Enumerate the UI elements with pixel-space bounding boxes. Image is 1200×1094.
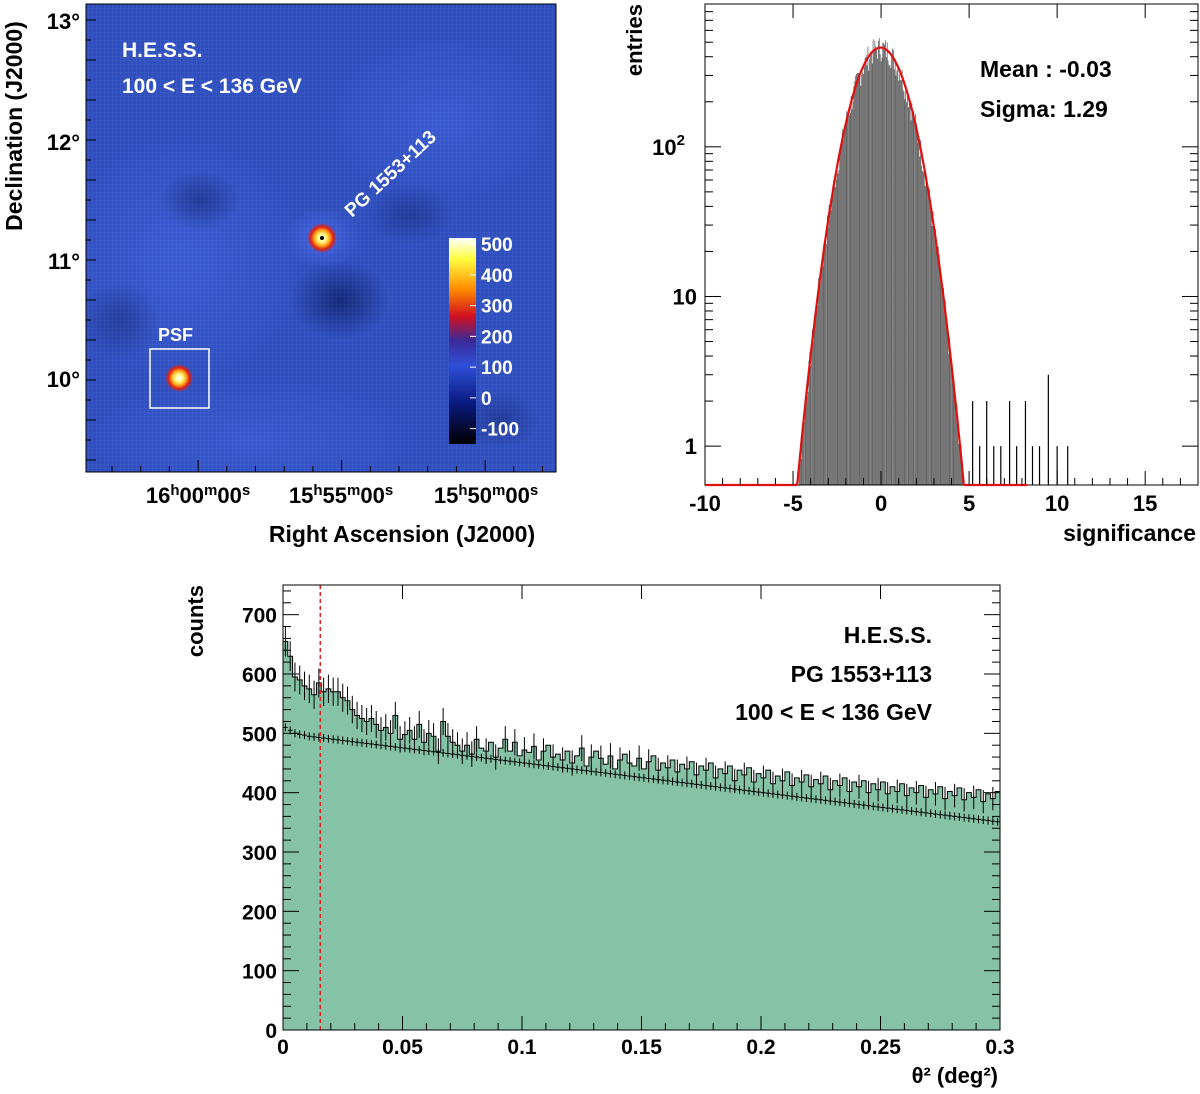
theta2-y-tick-label: 500 <box>242 723 277 746</box>
ra-value: 00 <box>360 483 384 508</box>
theta2-x-tick-label: 0.25 <box>860 1036 901 1059</box>
ra-value: 16 <box>146 483 170 508</box>
ra-unit-superscript: h <box>170 482 179 499</box>
theta2-axes: 0 0.05 0.1 0.15 0.2 0.25 0.3 0 100 200 300 400 500 60… <box>242 585 1015 1059</box>
significance-x-tick-label: 0 <box>875 491 887 516</box>
significance-x-tick-label: 10 <box>1045 491 1069 516</box>
psf-box <box>149 348 210 409</box>
significance-y-tick-label: 10 <box>673 284 697 309</box>
significance-x-tick-label: 15 <box>1133 491 1157 516</box>
ra-value: 55 <box>323 483 347 508</box>
skymap-frame <box>85 3 557 473</box>
colorbar-tick-label: 100 <box>481 358 513 379</box>
significance-x-axis-label: significance <box>1063 520 1196 546</box>
skymap-y-tick-label: 12° <box>47 130 80 155</box>
skymap-x-tick-label: 16h00m00s <box>146 482 250 508</box>
colorbar-tick-label: 200 <box>481 327 513 348</box>
ra-unit-superscript: s <box>530 482 538 499</box>
tick-exponent: 2 <box>677 132 685 149</box>
colorbar-tick-label: 400 <box>481 266 513 287</box>
ra-value: 50 <box>468 483 492 508</box>
significance-fit <box>705 46 1028 487</box>
theta2-x-tick-label: 0.3 <box>985 1036 1014 1059</box>
significance-gaussian-fit <box>705 46 1028 487</box>
ra-unit-superscript: m <box>347 482 360 499</box>
ra-unit-superscript: h <box>458 482 467 499</box>
skymap-y-tick-label: 10° <box>47 367 80 392</box>
theta2-y-tick-label: 0 <box>265 1020 277 1043</box>
significance-x-tick-label: 5 <box>963 491 975 516</box>
theta2-x-tick-label: 0 <box>277 1036 289 1059</box>
skymap-x-tick-label: 15h55m00s <box>289 482 393 508</box>
theta2-x-axis-label: θ² (deg²) <box>912 1063 998 1088</box>
skymap-y-axis-label: Declination (J2000) <box>1 21 27 231</box>
source-position-marker <box>320 236 324 240</box>
ra-unit-superscript: m <box>492 482 505 499</box>
theta2-y-tick-label: 400 <box>242 783 277 806</box>
theta2-off-points <box>282 723 1001 826</box>
skymap-annotation-line-1: H.E.S.S. <box>122 39 203 62</box>
skymap-x-tick-label: 15h50m00s <box>434 482 538 508</box>
skymap-y-tick-label: 11° <box>48 249 80 274</box>
ra-unit-superscript: m <box>204 482 217 499</box>
skymap-structure <box>86 4 556 472</box>
ra-value: 15 <box>434 483 458 508</box>
skymap-y-ticks: 13° 12° 11° 10° <box>47 9 80 392</box>
theta2-on-histogram <box>282 626 1000 1030</box>
skymap-panel: PSF H.E.S.S. 100 < E < 136 GeV PG 1553+1… <box>1 3 557 547</box>
tick-base: 10 <box>652 135 676 160</box>
ra-unit-superscript: h <box>313 482 322 499</box>
theta2-on-fill <box>283 641 1000 1030</box>
theta2-on-outline <box>282 640 1000 1030</box>
significance-x-tick-label: -10 <box>689 491 721 516</box>
psf-spot <box>165 364 193 392</box>
theta2-panel: 0 0.05 0.1 0.15 0.2 0.25 0.3 0 100 200 300 400 500 60… <box>183 584 1015 1088</box>
significance-y-axis-label: entries <box>622 4 647 76</box>
ra-value: 00 <box>505 483 529 508</box>
theta2-x-tick-label: 0.15 <box>621 1036 662 1059</box>
skymap-frame-ticks <box>86 19 543 472</box>
ra-value: 15 <box>289 483 313 508</box>
ra-value: 00 <box>180 483 204 508</box>
theta2-y-tick-label: 700 <box>242 605 277 628</box>
skymap-y-tick-label: 13° <box>47 9 80 34</box>
theta2-annotation-line-2: PG 1553+113 <box>791 661 932 687</box>
colorbar-tick-label: -100 <box>481 420 519 441</box>
theta2-x-tick-label: 0.1 <box>507 1036 537 1059</box>
theta2-y-tick-label: 300 <box>242 842 277 865</box>
theta2-x-tick-label: 0.05 <box>382 1036 423 1059</box>
significance-x-tick-label: -5 <box>783 491 803 516</box>
ra-value: 00 <box>217 483 241 508</box>
ra-unit-superscript: s <box>242 482 250 499</box>
skymap-x-axis-label: Right Ascension (J2000) <box>269 521 535 547</box>
significance-y-tick-label: 1 <box>685 434 697 459</box>
theta2-y-tick-label: 100 <box>242 961 277 984</box>
stat-sigma: Sigma: 1.29 <box>980 96 1108 122</box>
skymap-annotation-line-2: 100 < E < 136 GeV <box>122 75 302 98</box>
theta2-y-tick-label: 200 <box>242 901 277 924</box>
theta2-y-axis-label: counts <box>183 585 208 657</box>
colorbar-tick-label: 500 <box>481 235 513 256</box>
colorbar-tick-label: 300 <box>481 297 513 318</box>
colorbar-ticks: 500 400 300 200 100 0 -100 <box>470 235 519 441</box>
stat-mean: Mean : -0.03 <box>980 56 1112 82</box>
theta2-annotation-line-3: 100 < E < 136 GeV <box>735 699 933 725</box>
colorbar <box>449 238 476 444</box>
significance-y-tick-label: 102 <box>652 132 685 160</box>
ra-unit-superscript: s <box>385 482 393 499</box>
psf-label: PSF <box>158 325 193 345</box>
theta2-y-tick-label: 600 <box>242 664 277 687</box>
colorbar-tick-label: 0 <box>481 389 492 410</box>
theta2-x-tick-label: 0.2 <box>746 1036 775 1059</box>
skymap-x-ticks: 16h00m00s 15h55m00s 15h50m00s <box>146 482 538 508</box>
theta2-annotation-line-1: H.E.S.S. <box>844 622 932 648</box>
